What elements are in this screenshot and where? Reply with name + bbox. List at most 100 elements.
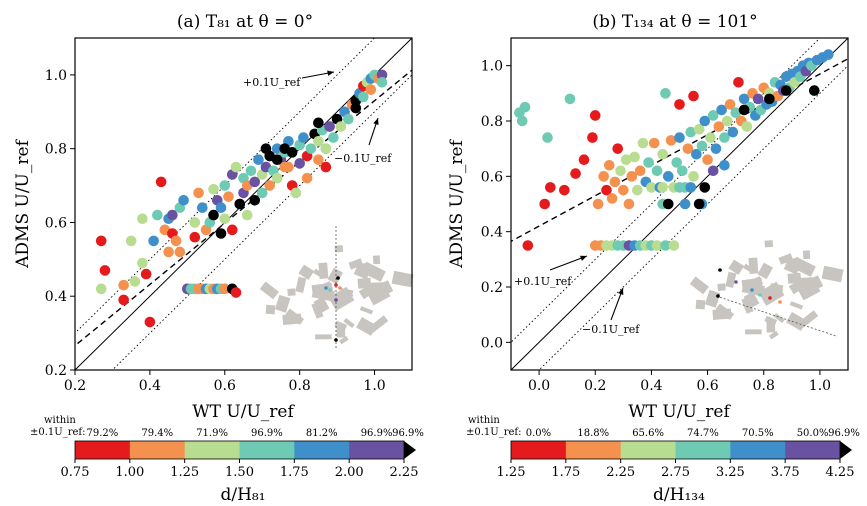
data-point [632,184,643,196]
within-percentage: 71.9% [196,428,228,439]
panel-a-xlabel: WT U/U_ref [192,402,295,422]
map-building [821,265,844,283]
panel-b-xlabel: WT U/U_ref [628,402,731,422]
colorbar-segment [565,441,622,459]
data-point [167,209,178,221]
data-point [693,124,705,135]
data-point [294,158,305,169]
panel-b-within-label2: ±0.1U_ref: [466,427,521,438]
data-point [140,268,152,280]
x-tick-label: 0.4 [139,378,161,394]
data-point [301,172,313,184]
data-point [305,143,317,154]
map-building [748,279,762,289]
x-tick-label: 1.0 [363,378,385,394]
data-point [693,198,705,210]
colorbar-segment [129,441,186,459]
map-building [741,297,754,314]
map-building [259,281,279,300]
data-point [215,228,227,239]
minus-0.1-line [111,74,412,370]
data-point [671,157,682,168]
map-marker [778,300,782,304]
data-point [215,202,227,213]
data-point [603,159,615,171]
panel-a-plot: 0.2 0.4 0.6 0.8 1.0 0.2 0.4 0.6 0.8 1.0 [45,38,412,394]
data-point [279,161,290,173]
data-point [634,165,646,177]
data-point [189,217,201,228]
colorbar-tick-label: 1.75 [551,465,580,480]
map-building [743,291,760,309]
map-transect [715,295,837,337]
map-marker [758,293,762,297]
map-marker [334,283,338,287]
map-building [315,334,332,340]
data-point [668,240,680,251]
data-point [219,283,231,295]
map-building [359,306,374,315]
data-point [208,183,219,195]
annotation-arrowhead [580,255,587,261]
panel-b-ylabel: ADMS U/U_ref [447,138,467,268]
panel-b-colorbar: within ±0.1U_ref: 1.25 1.75 2.25 2.75 3.25 3.… [466,415,860,505]
colorbar-segment [730,441,786,459]
data-point [780,85,792,96]
map-building [704,289,721,308]
panel-b-plot: 0.0 0.2 0.4 0.6 0.8 1.0 0.0 0.2 0.4 0.6 0.8 1.0 [481,38,848,394]
within-percentage: 96.9% [361,428,393,439]
map-building [764,315,778,326]
data-point [118,294,129,306]
within-percentage: 81.2% [306,428,338,439]
data-point [155,176,167,188]
data-point [716,104,727,116]
data-point [699,182,711,193]
data-point [741,121,753,132]
panel-a-within-label2: ±0.1U_ref: [30,427,85,438]
data-point [691,148,702,160]
data-point [705,132,716,143]
map-building [334,245,344,253]
data-point [589,110,601,121]
x-tick-label: 0.2 [584,378,606,394]
map-marker [324,286,328,290]
within-percentage: 96.9% [392,428,424,439]
data-point [178,195,189,206]
data-point [358,91,369,103]
data-point [702,154,713,166]
data-point [230,287,242,298]
data-point [724,99,736,110]
data-point [174,246,186,258]
panel-a-plus-annotation: +0.1U_ref [243,76,301,89]
map-building [338,335,349,345]
x-tick-label: 0.6 [696,378,718,394]
colorbar-tick-label: 1.50 [225,465,254,480]
panel-a-frame [74,37,413,371]
data-point [313,117,324,129]
data-point [623,198,635,210]
data-point [328,132,339,143]
data-point [618,184,629,196]
colorbar-segment [349,441,405,459]
data-point [376,69,388,81]
map-marker [716,294,720,298]
y-tick-label: 0.8 [481,114,503,130]
data-point [559,184,570,196]
data-point [677,165,688,177]
data-point [685,126,697,138]
colorbar-tick-label: 3.75 [771,465,800,480]
data-point [335,121,347,132]
colorbar-extension [840,441,852,459]
data-point [612,143,624,154]
colorbar-tick-label: 2.25 [606,465,635,480]
map-building [380,280,394,295]
data-point [738,93,750,105]
map-building [802,250,811,260]
panel-a-ylabel: ADMS U/U_ref [13,138,33,268]
colorbar-segment [75,441,131,459]
data-point [587,132,598,143]
map-marker [768,296,772,300]
colorbar-tick-label: 2.00 [335,465,364,480]
data-point [152,209,163,221]
data-point [721,115,733,127]
